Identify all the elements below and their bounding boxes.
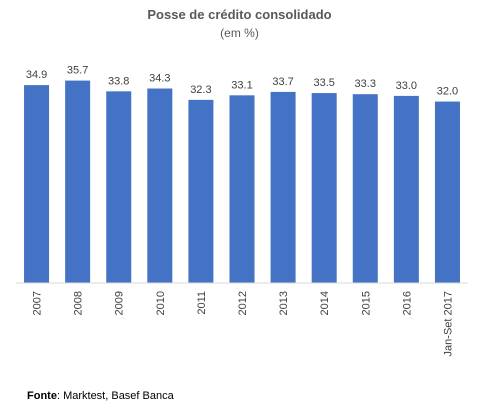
bar-2010 xyxy=(147,88,173,284)
value-label-2014: 33.5 xyxy=(313,77,334,89)
source-text: : Marktest, Basef Banca xyxy=(56,390,174,402)
value-label-2010: 34.3 xyxy=(149,73,170,85)
tick-label-2013: 2013 xyxy=(278,291,290,315)
value-label-2012: 33.1 xyxy=(231,79,252,91)
source-note: Fonte: Marktest, Basef Banca xyxy=(27,390,174,402)
bar-2013 xyxy=(270,91,296,283)
tick-label-2015: 2015 xyxy=(360,291,372,315)
tick-label-2010: 2010 xyxy=(155,291,167,315)
chart-subtitle: (em %) xyxy=(220,26,259,40)
chart-title: Posse de crédito consolidado xyxy=(147,7,331,22)
value-label-2015: 33.3 xyxy=(355,78,376,90)
tick-label-2014: 2014 xyxy=(319,291,331,315)
bar-2011 xyxy=(188,99,214,283)
bar-2016 xyxy=(393,95,419,283)
tick-label-2009: 2009 xyxy=(114,291,126,315)
bars-group xyxy=(24,80,460,284)
tick-labels-group: 2007 2008 2009 2010 2011 2012 2013 2014 2015 2016… xyxy=(32,291,455,356)
tick-label-2012: 2012 xyxy=(237,291,249,315)
value-label-2013: 33.7 xyxy=(272,76,293,88)
bar-2012 xyxy=(229,95,255,283)
tick-label-2016: 2016 xyxy=(401,291,413,315)
value-label-jan-set-2017: 32.0 xyxy=(437,86,458,98)
value-labels-group: 34.9 35.7 33.8 34.3 32.3 33.1 33.7 33.5 33.3 33.0… xyxy=(26,65,458,98)
tick-label-2011: 2011 xyxy=(196,291,208,315)
bar-2007 xyxy=(24,85,50,284)
value-label-2009: 33.8 xyxy=(108,75,129,87)
bar-2015 xyxy=(352,94,378,283)
source-label: Fonte xyxy=(27,390,57,402)
value-label-2007: 34.9 xyxy=(26,69,47,81)
bar-jan-set-2017 xyxy=(434,101,460,283)
value-label-2008: 35.7 xyxy=(67,65,88,77)
bar-2008 xyxy=(65,80,91,283)
value-label-2016: 33.0 xyxy=(396,80,417,92)
bar-2009 xyxy=(106,91,132,283)
tick-label-2008: 2008 xyxy=(73,291,85,315)
bar-2014 xyxy=(311,93,337,283)
tick-label-jan-set-2017: Jan-Set 2017 xyxy=(442,291,454,356)
tick-label-2007: 2007 xyxy=(32,291,44,315)
value-label-2011: 32.3 xyxy=(190,84,211,96)
